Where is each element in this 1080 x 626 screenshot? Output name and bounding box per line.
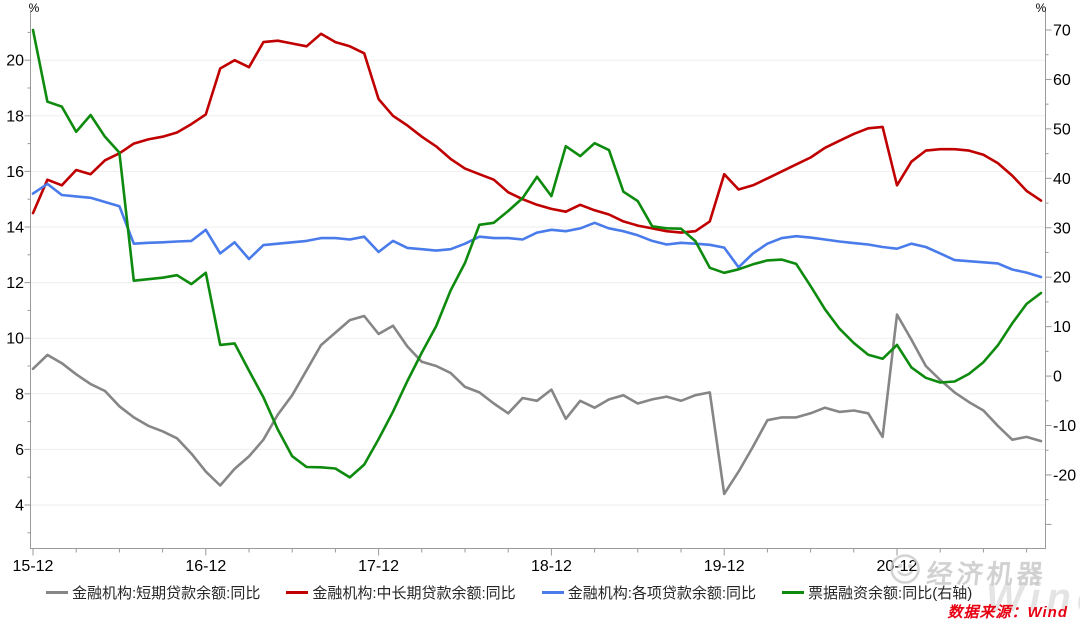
left-axis-tick-label: 20 [6, 53, 24, 70]
right-axis-tick-label: 10 [1053, 319, 1071, 336]
legend-item-medium-long-term-loans: 金融机构:中长期贷款余额:同比 [286, 582, 516, 603]
legend: 金融机构:短期贷款余额:同比 金融机构:中长期贷款余额:同比 金融机构:各项贷款余额… [46, 582, 972, 603]
series-line-short-term-loans [31, 313, 1043, 496]
left-axis-tick-label: 8 [15, 386, 24, 403]
x-axis-tick-label: 20-12 [877, 558, 918, 575]
legend-item-total-loans: 金融机构:各项贷款余额:同比 [541, 582, 757, 603]
series-line-total-loans [31, 182, 1043, 279]
legend-swatch-short-term-loans [46, 591, 68, 594]
x-axis-tick-label: 17-12 [358, 558, 399, 575]
left-axis-tick-label: 12 [6, 275, 24, 292]
left-axis-tick-label: 18 [6, 108, 24, 125]
series-line-bill-financing [31, 28, 1043, 479]
left-axis-tick-label: 14 [6, 220, 24, 237]
right-axis-tick-label: 0 [1053, 369, 1062, 386]
right-axis-tick-label: 70 [1053, 23, 1071, 40]
legend-swatch-bill-financing [782, 591, 805, 594]
right-axis-tick-label: 40 [1053, 171, 1071, 188]
left-axis-tick-label: 4 [15, 498, 24, 515]
left-axis-tick-label: 6 [15, 442, 24, 459]
x-axis-tick-label: 19-12 [704, 558, 745, 575]
x-axis-tick-label: 16-12 [185, 558, 226, 575]
right-axis-tick-label: 60 [1053, 72, 1071, 89]
left-axis-tick-label: 10 [6, 331, 24, 348]
series-line-medium-long-term-loans [31, 32, 1043, 234]
legend-swatch-total-loans [541, 591, 564, 594]
watermark-ghost-wind: Wind [986, 576, 1080, 620]
right-axis-unit-label: % [1036, 1, 1047, 15]
legend-item-bill-financing: 票据融资余额:同比(右轴) [782, 582, 972, 603]
left-axis-unit-label: % [29, 1, 40, 15]
right-axis-tick-label: 20 [1053, 270, 1071, 287]
legend-item-short-term-loans: 金融机构:短期贷款余额:同比 [46, 582, 260, 603]
legend-label: 金融机构:短期贷款余额:同比 [72, 585, 261, 602]
right-axis-tick-label: -20 [1053, 467, 1076, 484]
x-axis-tick-label: 15-12 [13, 558, 54, 575]
source-note: 数据来源：Wind [947, 604, 1068, 621]
right-axis-tick-label: 50 [1053, 121, 1071, 138]
right-axis-tick-label: 30 [1053, 220, 1071, 237]
right-axis-tick-label: -10 [1053, 418, 1076, 435]
legend-label: 金融机构:中长期贷款余额:同比 [312, 585, 516, 602]
legend-label: 票据融资余额:同比(右轴) [808, 585, 973, 602]
x-axis-tick-label: 18-12 [531, 558, 572, 575]
legend-label: 金融机构:各项贷款余额:同比 [567, 585, 757, 602]
legend-swatch-medium-long-term-loans [286, 591, 309, 594]
smiley-face-icon [890, 554, 920, 584]
left-axis-tick-label: 16 [6, 164, 24, 181]
